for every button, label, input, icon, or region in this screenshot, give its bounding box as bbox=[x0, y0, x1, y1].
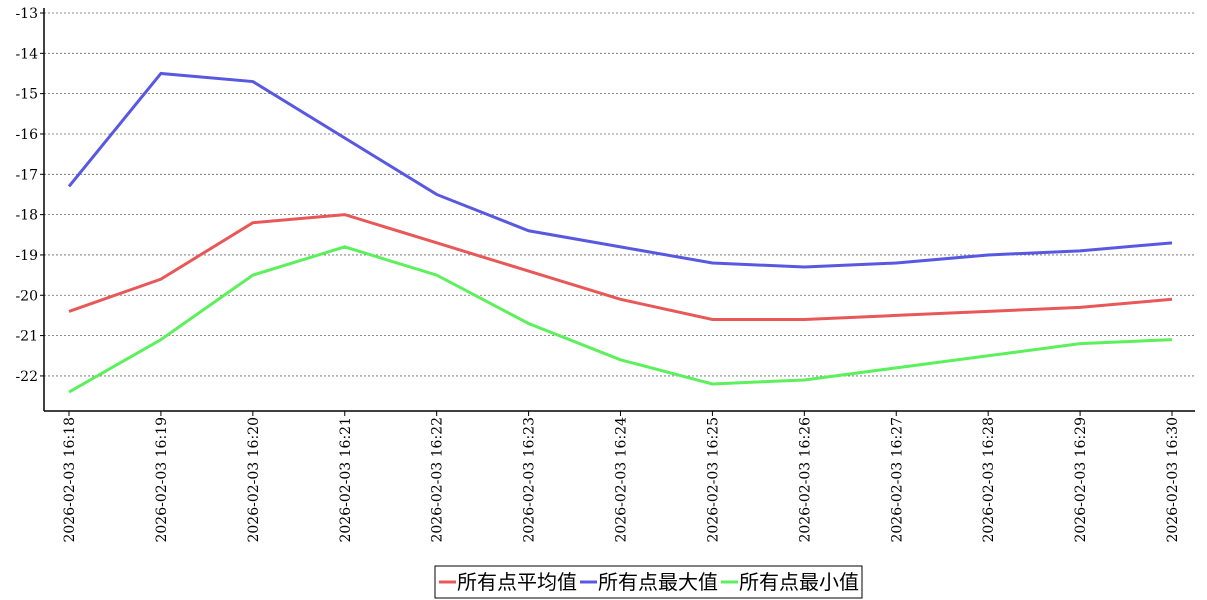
y-tick-label: -18 bbox=[15, 208, 38, 224]
x-tick-label: 2026-02-03 16:23 bbox=[522, 417, 538, 543]
x-tick-label: 2026-02-03 16:19 bbox=[154, 417, 170, 543]
legend-box bbox=[434, 565, 863, 599]
x-tick-label: 2026-02-03 16:28 bbox=[981, 417, 997, 543]
x-tick-label: 2026-02-03 16:20 bbox=[246, 417, 262, 543]
x-tick-label: 2026-02-03 16:29 bbox=[1073, 417, 1089, 543]
y-tick-label: -22 bbox=[15, 369, 38, 385]
x-tick-label: 2026-02-03 16:18 bbox=[62, 417, 78, 543]
y-tick-label: -21 bbox=[15, 329, 38, 345]
x-tick-label: 2026-02-03 16:27 bbox=[889, 417, 905, 543]
series-line bbox=[68, 245, 1173, 394]
y-tick-label: -14 bbox=[15, 46, 38, 62]
y-tick-label: -17 bbox=[15, 167, 38, 183]
y-tick-label: -20 bbox=[15, 288, 38, 304]
y-tick-label: -15 bbox=[15, 87, 38, 103]
x-tick-label: 2026-02-03 16:25 bbox=[705, 417, 721, 543]
x-tick-label: 2026-02-03 16:30 bbox=[1165, 417, 1181, 543]
x-tick-label: 2026-02-03 16:26 bbox=[797, 417, 813, 543]
y-tick-label: -16 bbox=[15, 127, 38, 143]
x-tick-label: 2026-02-03 16:21 bbox=[338, 417, 354, 543]
x-tick-label: 2026-02-03 16:24 bbox=[614, 417, 630, 543]
legend-label: 所有点最小值 bbox=[739, 570, 859, 594]
legend: 所有点平均值 所有点最大值 所有点最小值 bbox=[434, 565, 863, 599]
legend-label: 所有点最大值 bbox=[598, 570, 718, 594]
series-line bbox=[67, 71, 1173, 269]
y-tick-label: -13 bbox=[15, 6, 38, 22]
y-tick-label: -19 bbox=[15, 248, 38, 264]
x-tick-label: 2026-02-03 16:22 bbox=[430, 417, 446, 543]
series-line bbox=[68, 213, 1173, 321]
legend-label: 所有点平均值 bbox=[457, 570, 577, 594]
